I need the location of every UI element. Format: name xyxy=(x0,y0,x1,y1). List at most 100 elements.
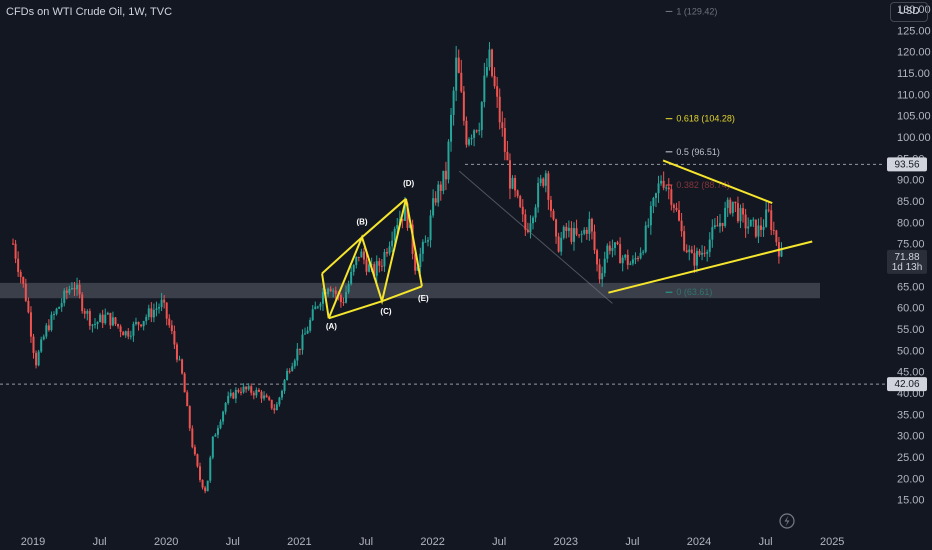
candle-body xyxy=(263,395,266,399)
candle-body xyxy=(50,314,53,331)
candle-body xyxy=(268,397,271,400)
candle-body xyxy=(357,256,360,258)
candle-body xyxy=(742,208,745,215)
candle-body xyxy=(155,308,158,311)
candle-body xyxy=(690,249,693,254)
candle-body xyxy=(698,250,701,255)
candle-body xyxy=(391,240,394,247)
candle-body xyxy=(345,292,348,303)
candle-body xyxy=(286,370,289,381)
candle-body xyxy=(58,307,61,309)
candle-body xyxy=(450,114,453,142)
candle-body xyxy=(711,227,714,240)
time-tick-label: Jul xyxy=(93,536,107,548)
candle-body xyxy=(770,210,773,230)
candle-body xyxy=(278,397,281,405)
candle-body xyxy=(99,314,102,323)
candle-body xyxy=(252,392,255,396)
candle-body xyxy=(526,229,529,232)
candle-body xyxy=(608,245,611,251)
time-tick-label: Jul xyxy=(226,536,240,548)
price-tick-label: 45.00 xyxy=(897,367,925,379)
candle-body xyxy=(355,256,358,266)
level-badge-text: 42.06 xyxy=(894,379,919,390)
candle-body xyxy=(96,322,99,324)
candle-body xyxy=(485,67,488,76)
candle-body xyxy=(455,57,458,91)
candle-body xyxy=(688,249,691,253)
candle-body xyxy=(19,271,22,278)
price-tick-label: 130.00 xyxy=(897,4,931,16)
candle-body xyxy=(35,352,38,366)
candle-body xyxy=(339,294,342,303)
time-axis[interactable]: 2019 Jul 2020 Jul 2021 Jul 2022 Jul 2023 Jul 2024 J… xyxy=(21,536,845,548)
price-tick-label: 55.00 xyxy=(897,324,925,336)
candle-body xyxy=(488,49,491,68)
candle-body xyxy=(70,287,73,290)
candle-body xyxy=(667,187,670,190)
candle-body xyxy=(752,219,755,221)
candle-body xyxy=(380,265,383,267)
candle-body xyxy=(352,265,355,272)
candle-body xyxy=(386,252,389,254)
wave-label: (E) xyxy=(418,294,429,303)
candle-body xyxy=(204,487,207,492)
candle-body xyxy=(462,91,465,121)
level-badge-text: 93.56 xyxy=(894,159,919,170)
pattern-trendline xyxy=(321,273,330,319)
candle-body xyxy=(65,290,68,293)
candle-body xyxy=(60,303,63,308)
candle-body xyxy=(442,170,445,191)
candle-body xyxy=(713,225,716,228)
candle-body xyxy=(304,333,307,335)
candle-body xyxy=(437,184,440,203)
flash-icon[interactable] xyxy=(779,513,795,529)
candle-body xyxy=(55,308,58,314)
candle-body xyxy=(478,129,481,132)
candle-body xyxy=(17,258,20,272)
candle-body xyxy=(439,184,442,191)
candle-body xyxy=(12,243,15,245)
candle-body xyxy=(170,325,173,331)
pattern-trendline xyxy=(327,198,423,319)
candle-body xyxy=(53,313,56,315)
candle-body xyxy=(503,128,506,152)
candle-body xyxy=(45,325,48,337)
candle-body xyxy=(759,225,762,230)
candle-body xyxy=(534,207,537,218)
candle-body xyxy=(383,252,386,267)
candle-body xyxy=(334,290,337,294)
wave-label: (C) xyxy=(380,307,391,316)
price-tick-label: 115.00 xyxy=(897,68,930,80)
candle-body xyxy=(447,141,450,180)
candle-body xyxy=(78,284,81,295)
last-price-badge-text: 71.88 xyxy=(894,252,919,263)
candle-body xyxy=(214,434,217,437)
candle-body xyxy=(301,334,304,350)
candle-body xyxy=(434,198,437,203)
candle-body xyxy=(257,389,260,392)
currency-button[interactable]: USD xyxy=(890,2,928,22)
candle-body xyxy=(288,370,291,372)
price-tick-label: 20.00 xyxy=(897,473,925,485)
fib-level-label: 0.618 (104.28) xyxy=(676,114,735,124)
candle-body xyxy=(719,222,722,227)
candle-body xyxy=(739,208,742,222)
candle-body xyxy=(114,317,117,325)
candle-body xyxy=(88,311,91,326)
candle-body xyxy=(660,180,663,184)
candle-body xyxy=(470,137,473,140)
candle-body xyxy=(188,406,191,429)
candle-body xyxy=(373,264,376,276)
candle-body xyxy=(621,257,624,264)
candle-body xyxy=(152,310,155,318)
candle-body xyxy=(388,246,391,254)
candle-body xyxy=(537,183,540,208)
candle-body xyxy=(583,229,586,234)
candle-body xyxy=(683,231,686,251)
candle-body xyxy=(368,264,371,272)
candle-body xyxy=(168,318,171,326)
candle-body xyxy=(626,254,629,265)
